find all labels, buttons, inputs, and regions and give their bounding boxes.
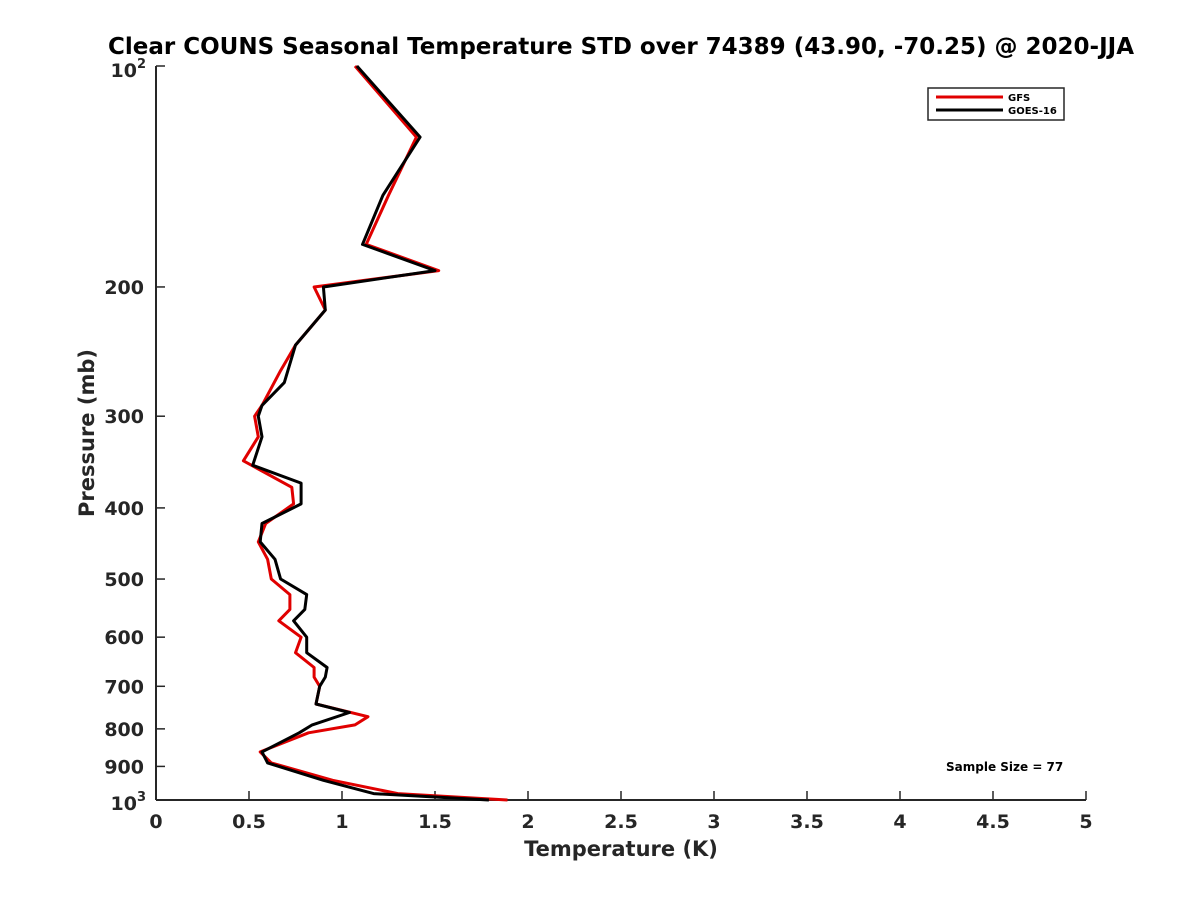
x-tick-label: 0 — [149, 811, 162, 833]
x-tick-label: 2 — [521, 811, 534, 833]
legend: GFS GOES-16 — [927, 87, 1065, 121]
legend-label-gfs: GFS — [1008, 93, 1030, 104]
y-tick-label: 500 — [104, 569, 144, 591]
y-tick-label: 300 — [104, 406, 144, 428]
y-tick-label: 800 — [104, 719, 144, 741]
series-layer — [241, 65, 508, 802]
x-tick-label: 4.5 — [976, 811, 1010, 833]
legend-label-goes16: GOES-16 — [1008, 106, 1057, 117]
legend-box — [927, 87, 1065, 121]
x-tick-label: 4 — [893, 811, 906, 833]
x-tick-label: 3.5 — [790, 811, 824, 833]
y-tick-label-bottom: 103 — [111, 790, 147, 815]
y-tick-label: 400 — [104, 498, 144, 520]
x-tick-label: 2.5 — [604, 811, 638, 833]
x-tick-label: 0.5 — [232, 811, 266, 833]
y-tick-label: 900 — [104, 756, 144, 778]
y-tick-label-top: 102 — [111, 57, 147, 82]
x-axis-ticks: 0 0.5 1 1.5 2 2.5 3 3.5 4 4.5 5 — [149, 791, 1093, 833]
y-axis-label: Pressure (mb) — [75, 349, 99, 517]
x-tick-label: 1.5 — [418, 811, 452, 833]
y-tick-label: 200 — [104, 277, 144, 299]
sample-size-annotation: Sample Size = 77 — [946, 760, 1063, 774]
y-tick-label: 600 — [104, 627, 144, 649]
series-line-goes16 — [251, 65, 489, 802]
x-axis-label: Temperature (K) — [524, 837, 718, 861]
y-axis-ticks: 200 300 400 500 600 700 800 900 — [104, 65, 165, 801]
chart-title: Clear COUNS Seasonal Temperature STD ove… — [108, 34, 1134, 60]
y-tick-label: 700 — [104, 676, 144, 698]
x-tick-label: 1 — [335, 811, 348, 833]
series-line-gfs — [241, 65, 508, 802]
x-tick-label: 5 — [1079, 811, 1092, 833]
x-tick-label: 3 — [707, 811, 720, 833]
